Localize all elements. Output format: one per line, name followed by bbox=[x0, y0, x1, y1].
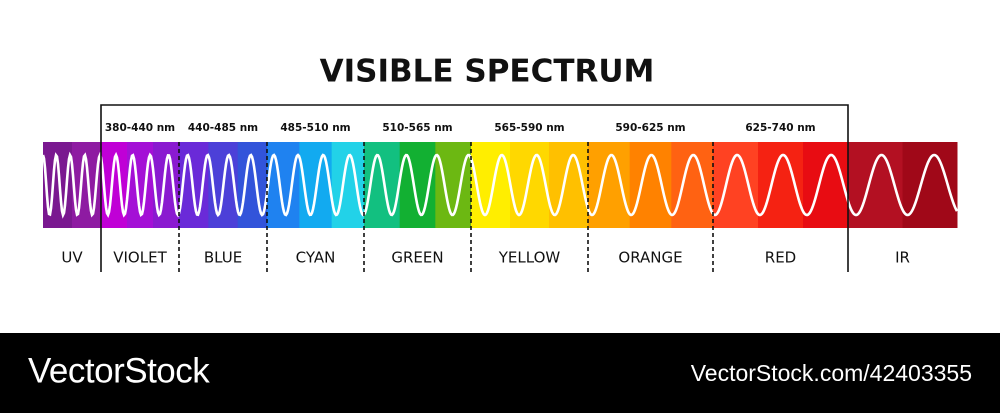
band-label: ORANGE bbox=[618, 249, 682, 267]
visible-bracket bbox=[100, 104, 849, 272]
band-label: GREEN bbox=[391, 249, 443, 267]
dividers bbox=[100, 104, 849, 272]
band-range: 625-740 nm bbox=[745, 122, 815, 134]
footer-id: VectorStock.com/42403355 bbox=[691, 360, 972, 386]
footer-bar bbox=[0, 333, 1000, 413]
band-range: 590-625 nm bbox=[615, 122, 685, 134]
footer-brand: VectorStock bbox=[28, 351, 210, 390]
stripe bbox=[803, 142, 849, 228]
band-range: 565-590 nm bbox=[494, 122, 564, 134]
title: VISIBLE SPECTRUM bbox=[320, 54, 655, 90]
stripe bbox=[902, 142, 958, 228]
band-label: CYAN bbox=[296, 249, 336, 267]
band-label: BLUE bbox=[204, 249, 242, 267]
band-range: 485-510 nm bbox=[280, 122, 350, 134]
band-range: 380-440 nm bbox=[105, 122, 175, 134]
band-label: RED bbox=[765, 249, 796, 267]
band-range: 440-485 nm bbox=[188, 122, 258, 134]
band-labels: UV VIOLET 380-440 nm BLUE 440-485 nm CYAN 485-… bbox=[61, 122, 910, 267]
band-range: 510-565 nm bbox=[382, 122, 452, 134]
band-label: YELLOW bbox=[498, 249, 561, 267]
stripe bbox=[510, 142, 550, 228]
stripe bbox=[153, 142, 180, 228]
band-label: IR bbox=[895, 249, 910, 267]
band-label: VIOLET bbox=[113, 249, 167, 267]
band-label: UV bbox=[61, 249, 83, 267]
wave bbox=[41, 151, 959, 219]
